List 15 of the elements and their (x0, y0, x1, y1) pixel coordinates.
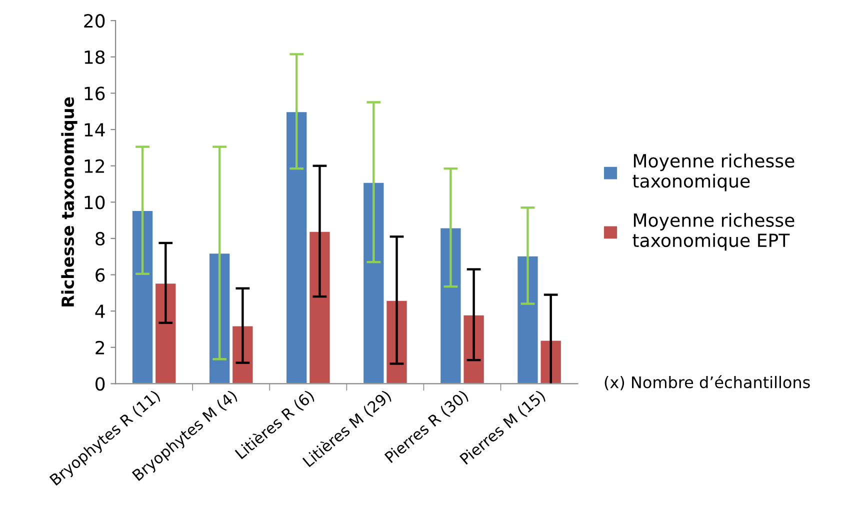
y-tick-label: 6 (96, 268, 105, 282)
y-tick-label: 18 (84, 50, 105, 64)
y-axis-title: Richesse taxonomique (61, 97, 78, 306)
text: (x) Nombre d’échantillons (604, 375, 810, 390)
y-tick-label: 0 (96, 377, 105, 391)
y-tick-label: 14 (84, 123, 105, 136)
legend-label: Moyenne richesse taxonomique (632, 154, 794, 192)
y-tick-label: 4 (95, 304, 105, 318)
y-tick-label: 16 (84, 86, 105, 100)
y-tick-label: 12 (84, 159, 104, 173)
y-tick-label: 8 (96, 232, 105, 246)
y-tick-label: 10 (84, 196, 105, 210)
y-tick-label: 20 (84, 14, 105, 28)
y-tick-label: 2 (96, 340, 104, 354)
legend-label: Moyenne richesse taxonomique EPT (632, 212, 794, 251)
